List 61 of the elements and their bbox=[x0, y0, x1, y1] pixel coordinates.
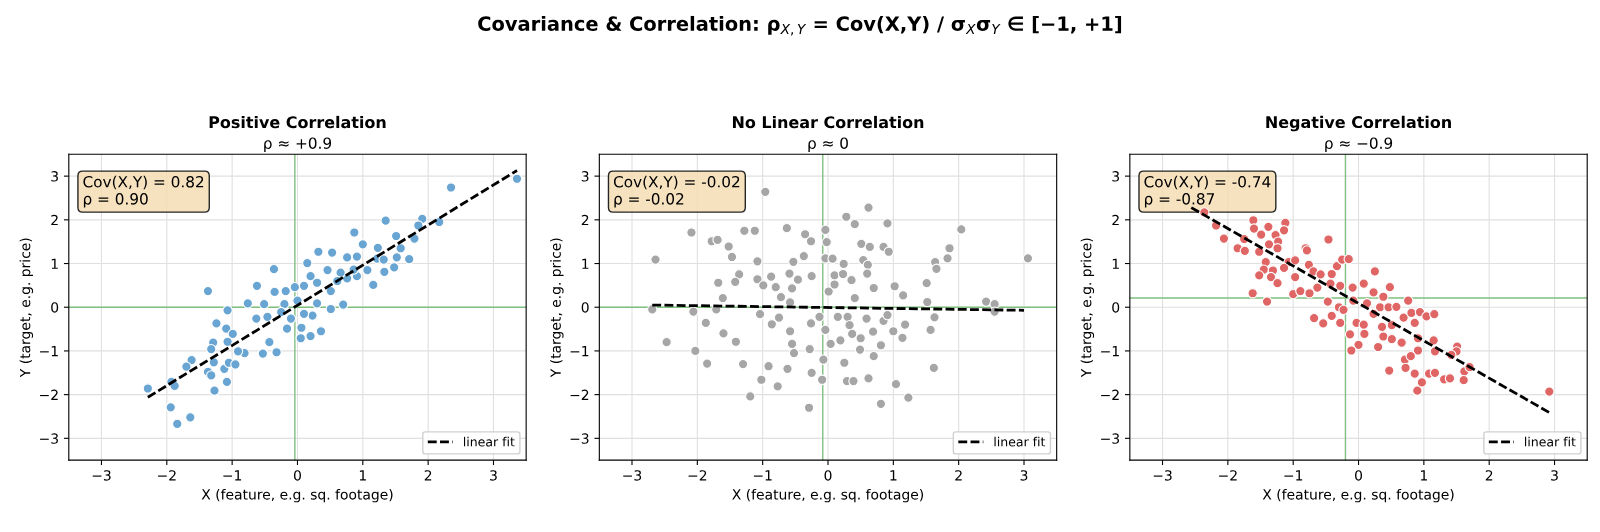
y-tick-label: 3 bbox=[51, 171, 58, 182]
chart-subtitle: ρ ≈ −0.9 bbox=[1325, 137, 1393, 152]
y-axis-title: Y (target, e.g. price) bbox=[1080, 238, 1095, 378]
x-tick-label: −3 bbox=[623, 470, 642, 481]
y-tick-label: 0 bbox=[51, 302, 59, 313]
y-tick-label: 2 bbox=[51, 214, 58, 226]
y-axis-title: Y (target, e.g. price) bbox=[550, 238, 564, 378]
y-tick-label: −1 bbox=[40, 346, 58, 357]
x-tick-label: −3 bbox=[1153, 470, 1172, 481]
x-tick-label: 2 bbox=[1485, 470, 1493, 481]
x-tick-label: 3 bbox=[1020, 470, 1028, 481]
chart-title: Negative Correlation bbox=[1266, 115, 1451, 132]
y-tick-label: −2 bbox=[1101, 389, 1119, 400]
x-tick-label: 3 bbox=[490, 470, 497, 481]
x-tick-label: −2 bbox=[1219, 470, 1237, 481]
annotation: Cov(X,Y) = -0.02 ρ = -0.02 bbox=[613, 175, 740, 208]
annotation: Cov(X,Y) = -0.74 ρ = -0.87 bbox=[1144, 175, 1271, 208]
y-tick-label: −2 bbox=[40, 389, 58, 400]
chart-title: No Linear Correlation bbox=[732, 115, 924, 129]
x-axis-title: X (feature, e.g. sq. footage) bbox=[1262, 488, 1454, 503]
x-tick-label: 2 bbox=[424, 470, 432, 481]
legend-label: linear fit bbox=[463, 436, 515, 447]
x-tick-label: −2 bbox=[158, 470, 176, 481]
x-tick-label: −2 bbox=[688, 470, 707, 481]
y-tick-label: 3 bbox=[581, 171, 589, 182]
x-tick-label: −1 bbox=[223, 470, 242, 481]
y-tick-label: −3 bbox=[570, 433, 589, 444]
x-tick-label: −1 bbox=[1284, 470, 1303, 481]
chart-title: Positive Correlation bbox=[209, 115, 386, 129]
x-tick-label: 0 bbox=[293, 470, 301, 481]
x-tick-label: 3 bbox=[1551, 470, 1558, 481]
x-tick-label: 0 bbox=[824, 470, 832, 481]
y-tick-label: 3 bbox=[1112, 171, 1120, 182]
x-tick-label: 2 bbox=[955, 470, 962, 481]
x-axis-title: X (feature, e.g. sq. footage) bbox=[732, 488, 924, 503]
y-axis-title: Y (target, e.g. price) bbox=[19, 238, 34, 378]
text: Covariance & Correlation: ρ$_{X,Y}$ = Cov(X,Y) / σ$_{X}$σ$_{Y}$ ∈ [−1, +1] bbox=[478, 15, 1122, 36]
y-tick-label: −2 bbox=[570, 389, 589, 400]
y-tick-label: −1 bbox=[1101, 346, 1119, 357]
x-tick-label: −3 bbox=[92, 470, 111, 481]
y-tick-label: 1 bbox=[51, 258, 58, 269]
y-tick-label: −1 bbox=[570, 346, 589, 357]
y-tick-label: −3 bbox=[40, 433, 58, 444]
x-tick-label: 1 bbox=[359, 470, 366, 481]
y-tick-label: 2 bbox=[1112, 214, 1119, 226]
chart-subtitle: ρ ≈ +0.9 bbox=[264, 137, 332, 152]
x-tick-label: 1 bbox=[1420, 470, 1427, 481]
x-axis-title: X (feature, e.g. sq. footage) bbox=[201, 488, 393, 503]
y-tick-label: 1 bbox=[1112, 258, 1119, 269]
y-tick-label: 1 bbox=[582, 258, 589, 269]
x-tick-label: 0 bbox=[1355, 470, 1363, 481]
chart-subtitle: ρ ≈ 0 bbox=[808, 137, 848, 152]
x-tick-label: −1 bbox=[753, 470, 772, 481]
y-tick-label: 2 bbox=[581, 214, 589, 226]
annotation: Cov(X,Y) = 0.82 ρ = 0.90 bbox=[83, 175, 204, 208]
x-tick-label: 1 bbox=[890, 470, 897, 481]
legend-label: linear fit bbox=[994, 436, 1046, 447]
y-tick-label: 0 bbox=[581, 302, 589, 313]
y-tick-label: −3 bbox=[1101, 433, 1120, 444]
legend-label: linear fit bbox=[1525, 436, 1576, 447]
y-tick-label: 0 bbox=[1112, 302, 1120, 313]
